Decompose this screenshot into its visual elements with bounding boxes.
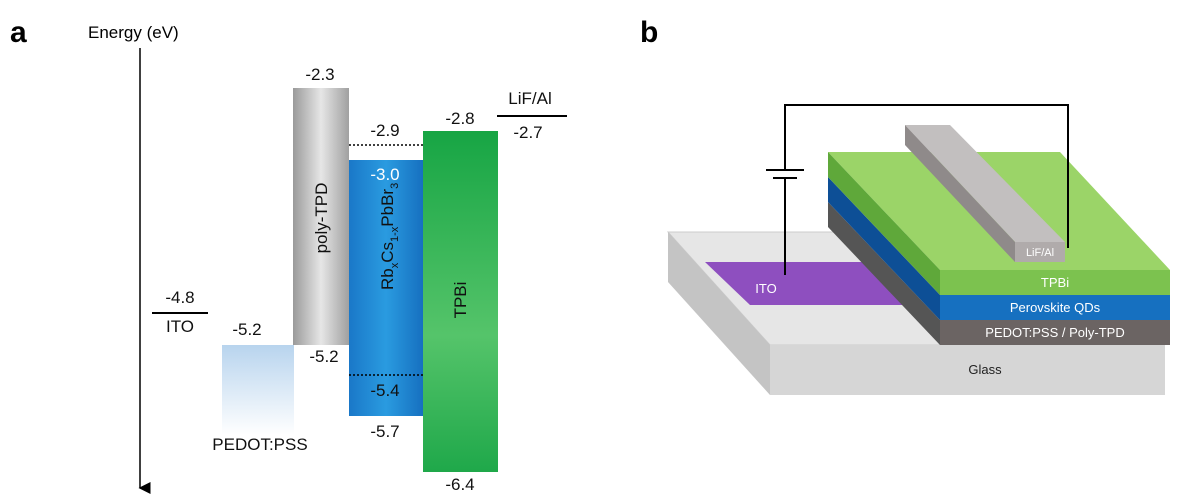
level-label: -6.4	[445, 475, 474, 494]
layer-name: ITO	[166, 317, 194, 336]
axis-label: Energy (eV)	[88, 23, 179, 42]
level-label: -4.8	[165, 288, 194, 307]
layer-name: TPBi	[451, 282, 470, 319]
pedot-box	[222, 345, 294, 435]
layer-label: ITO	[755, 281, 776, 296]
level-label: -5.2	[309, 347, 338, 366]
level-label: -2.8	[445, 109, 474, 128]
level-label: -5.2	[232, 320, 261, 339]
name-part: Cs	[378, 242, 397, 263]
panel-label: b	[640, 16, 658, 49]
page: a Energy (eV) -4.8 ITO -5.2 PEDOT:PSS -2…	[0, 0, 1188, 500]
name-part: Rb	[378, 268, 397, 290]
name-part: 3	[389, 183, 401, 189]
level-label: -2.9	[370, 121, 399, 140]
layer-name: poly-TPD	[312, 183, 331, 254]
layer-name: LiF/Al	[508, 89, 551, 108]
level-label: -3.0	[370, 165, 399, 184]
figure: a Energy (eV) -4.8 ITO -5.2 PEDOT:PSS -2…	[0, 0, 1188, 495]
level-label: -5.7	[370, 422, 399, 441]
level-label: -5.4	[370, 381, 399, 400]
layer-name: PEDOT:PSS	[212, 435, 307, 454]
layer-label: PEDOT:PSS / Poly-TPD	[985, 325, 1124, 340]
layer-label: TPBi	[1041, 275, 1069, 290]
layer-label: LiF/Al	[1026, 247, 1054, 259]
level-label: -2.7	[513, 123, 542, 142]
panel-label: a	[10, 16, 27, 49]
name-part: PbBr	[378, 189, 397, 227]
layer-label: Glass	[968, 362, 1002, 377]
level-label: -2.3	[305, 65, 334, 84]
layer-label: Perovskite QDs	[1010, 300, 1101, 315]
name-part: 1-x	[389, 226, 401, 242]
